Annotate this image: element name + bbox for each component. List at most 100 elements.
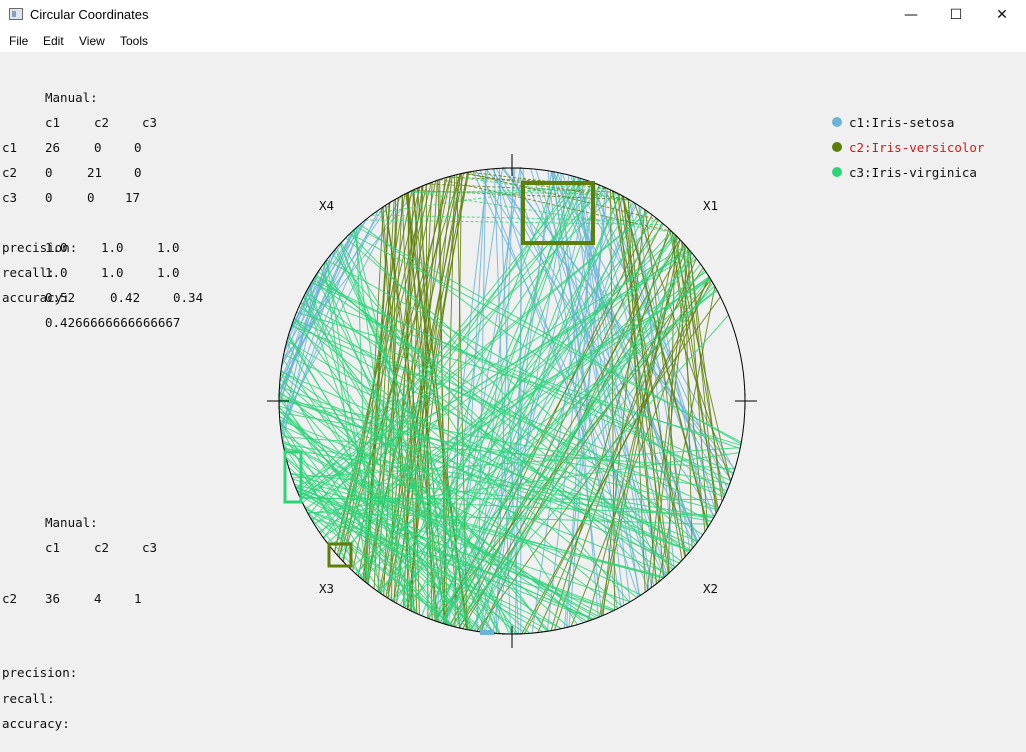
- virginica-line: [293, 318, 638, 599]
- versicolor-line: [425, 184, 429, 619]
- setosa-line: [620, 195, 717, 514]
- versicolor-line: [650, 251, 692, 588]
- plot-canvas[interactable]: Manual: c1 c2 c3 c1 26 0 0 c2 0 21 0 c3 …: [0, 52, 1026, 752]
- selection-box-versicolor-left: [327, 542, 353, 568]
- setosa-line: [486, 169, 736, 470]
- legend-dot-versicolor: [832, 142, 842, 152]
- setosa-line: [638, 205, 675, 569]
- virginica-line: [436, 186, 604, 622]
- virginica-line: [402, 179, 587, 608]
- setosa-line: [577, 177, 631, 602]
- versicolor-line: [416, 188, 460, 629]
- setosa-line: [530, 168, 666, 577]
- top-precision-value: 1.0: [45, 240, 68, 255]
- legend-dot-virginica: [832, 167, 842, 177]
- virginica-line: [297, 187, 606, 494]
- window-title: Circular Coordinates: [30, 7, 149, 22]
- menu-bar: File Edit View Tools: [0, 30, 1026, 53]
- versicolor-line: [646, 249, 690, 591]
- setosa-line: [278, 228, 356, 396]
- virginica-line: [399, 178, 582, 606]
- virginica-line: [287, 337, 550, 632]
- virginica-line: [283, 448, 562, 630]
- versicolor-line: [668, 234, 676, 574]
- versicolor-line: [570, 275, 710, 627]
- top-cell: 0: [94, 140, 102, 155]
- virginica-line: [292, 478, 665, 578]
- top-accuracy-value: 0.42: [110, 290, 141, 305]
- setosa-line: [531, 183, 596, 634]
- virginica-line: [355, 258, 697, 575]
- top-row-label-c2: c2: [2, 165, 18, 180]
- versicolor-line: [689, 250, 717, 514]
- virginica-line: [311, 282, 734, 474]
- virginica-line: [408, 207, 643, 611]
- virginica-line: [298, 494, 544, 633]
- legend-label-setosa[interactable]: c1:Iris-setosa: [849, 115, 955, 130]
- virginica-line: [278, 407, 517, 635]
- top-row-label-c1: c1: [2, 140, 18, 155]
- versicolor-line: [521, 280, 713, 635]
- versicolor-line: [658, 286, 716, 583]
- virginica-line: [282, 358, 468, 630]
- virginica-line: [470, 237, 679, 631]
- versicolor-line: [550, 228, 670, 631]
- setosa-line: [498, 168, 519, 634]
- virginica-line: [278, 391, 592, 621]
- bottom-cell: 4: [94, 591, 102, 606]
- app-icon: [9, 8, 23, 20]
- setosa-line: [546, 184, 600, 632]
- versicolor-line: [373, 199, 395, 589]
- virginica-line: [434, 194, 621, 621]
- versicolor-line: [689, 250, 723, 502]
- dashed-line: [374, 182, 594, 214]
- top-precision-value: 1.0: [157, 240, 180, 255]
- bottom-col-header-c3: c3: [142, 540, 158, 555]
- top-recall-value: 1.0: [101, 265, 124, 280]
- virginica-line: [278, 396, 691, 552]
- legend-label-versicolor[interactable]: c2:Iris-versicolor: [849, 140, 985, 155]
- versicolor-line: [621, 195, 708, 528]
- menu-view[interactable]: View: [79, 34, 105, 48]
- virginica-line: [322, 271, 707, 538]
- top-precision-label: precision:: [2, 240, 78, 255]
- virginica-line: [360, 289, 717, 580]
- virginica-line: [305, 249, 690, 510]
- setosa-line: [571, 175, 735, 471]
- versicolor-line: [357, 177, 448, 577]
- menu-edit[interactable]: Edit: [43, 34, 64, 48]
- versicolor-line: [401, 195, 418, 614]
- virginica-line: [295, 245, 687, 489]
- top-manual-heading: Manual:: [45, 90, 98, 105]
- virginica-line: [448, 252, 693, 626]
- bottom-recall-label: recall:: [2, 691, 55, 706]
- setosa-line: [475, 170, 715, 517]
- axis-label-x1: X1: [703, 198, 719, 213]
- virginica-line: [345, 237, 698, 544]
- maximize-button[interactable]: ☐: [949, 7, 963, 23]
- versicolor-line: [454, 173, 463, 627]
- menu-file[interactable]: File: [9, 34, 29, 48]
- top-cell: 0: [45, 190, 53, 205]
- legend-label-virginica[interactable]: c3:Iris-virginica: [849, 165, 977, 180]
- close-button[interactable]: ✕: [996, 7, 1008, 23]
- virginica-line: [305, 508, 563, 630]
- virginica-line: [329, 276, 710, 547]
- axis-label-x4: X4: [319, 198, 335, 213]
- top-cell: 21: [87, 165, 103, 180]
- virginica-line: [282, 441, 600, 618]
- virginica-line: [349, 233, 673, 571]
- minimize-button[interactable]: —: [904, 7, 918, 23]
- virginica-line: [299, 252, 693, 498]
- selection-box-virginica-left: [283, 450, 303, 504]
- virginica-line: [283, 447, 712, 522]
- circular-coordinates-plot[interactable]: [0, 52, 1026, 752]
- virginica-line: [403, 285, 715, 608]
- top-overall-accuracy: 0.4266666666666667: [45, 315, 181, 330]
- dashed-line: [462, 172, 629, 200]
- menu-tools[interactable]: Tools: [120, 34, 149, 48]
- bottom-col-header-c2: c2: [94, 540, 110, 555]
- top-col-header-c2: c2: [94, 115, 110, 130]
- virginica-line: [349, 290, 718, 569]
- dashed-line: [407, 188, 608, 194]
